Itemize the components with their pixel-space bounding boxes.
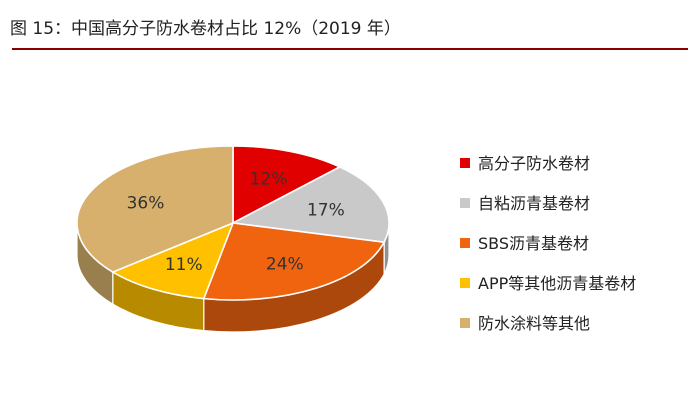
slice-5-label: 36% — [127, 194, 165, 214]
legend-swatch-4 — [460, 278, 470, 288]
pie-slices — [76, 145, 390, 301]
title-divider — [12, 48, 688, 50]
legend-swatch-3 — [460, 238, 470, 248]
legend-swatch-5 — [460, 318, 470, 328]
chart-title: 图 15：中国高分子防水卷材占比 12%（2019 年） — [10, 19, 401, 39]
legend-label-2: 自粘沥青基卷材 — [478, 194, 590, 213]
slice-1 — [232, 145, 342, 225]
legend-label-3: SBS沥青基卷材 — [478, 234, 589, 253]
slice-5 — [76, 145, 234, 273]
legend-swatch-1 — [460, 158, 470, 168]
slice-labels: 12% 17% 24% 11% 36% — [127, 170, 345, 275]
legend-label-4: APP等其他沥青基卷材 — [478, 274, 636, 293]
slice-4 — [111, 221, 235, 300]
legend-label-5: 防水涂料等其他 — [478, 314, 590, 333]
legend-label-1: 高分子防水卷材 — [478, 154, 590, 173]
slice-3 — [202, 222, 386, 301]
slice-3-label: 24% — [266, 254, 304, 274]
slice-4-label: 11% — [165, 255, 203, 275]
slice-2-label: 17% — [307, 201, 345, 221]
slice-1-label: 12% — [250, 170, 288, 190]
slice-2 — [230, 165, 390, 244]
legend-swatch-2 — [460, 198, 470, 208]
